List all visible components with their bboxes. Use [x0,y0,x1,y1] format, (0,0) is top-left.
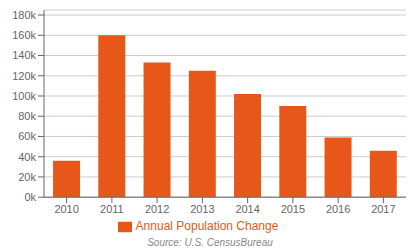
svg-text:140k: 140k [12,49,36,61]
svg-text:2017: 2017 [371,203,395,215]
svg-text:2015: 2015 [281,203,305,215]
svg-text:120k: 120k [12,70,36,82]
svg-text:2010: 2010 [54,203,78,215]
svg-text:40k: 40k [18,151,36,163]
svg-text:0k: 0k [24,191,36,203]
svg-text:80k: 80k [18,110,36,122]
svg-text:2014: 2014 [235,203,259,215]
svg-text:20k: 20k [18,171,36,183]
svg-text:180k: 180k [12,9,36,21]
html-text:Annual Population Change: Annual Population Change [135,219,279,234]
svg-text:2011: 2011 [100,203,124,215]
svg-text:100k: 100k [12,90,36,102]
svg-text:2013: 2013 [190,203,214,215]
html-text:Source: U.S. CensusBureau: Source: U.S. CensusBureau [147,237,273,248]
svg-text:2016: 2016 [326,203,350,215]
svg-text:60k: 60k [18,130,36,142]
svg-text:2012: 2012 [145,203,169,215]
svg-text:160k: 160k [12,29,36,41]
